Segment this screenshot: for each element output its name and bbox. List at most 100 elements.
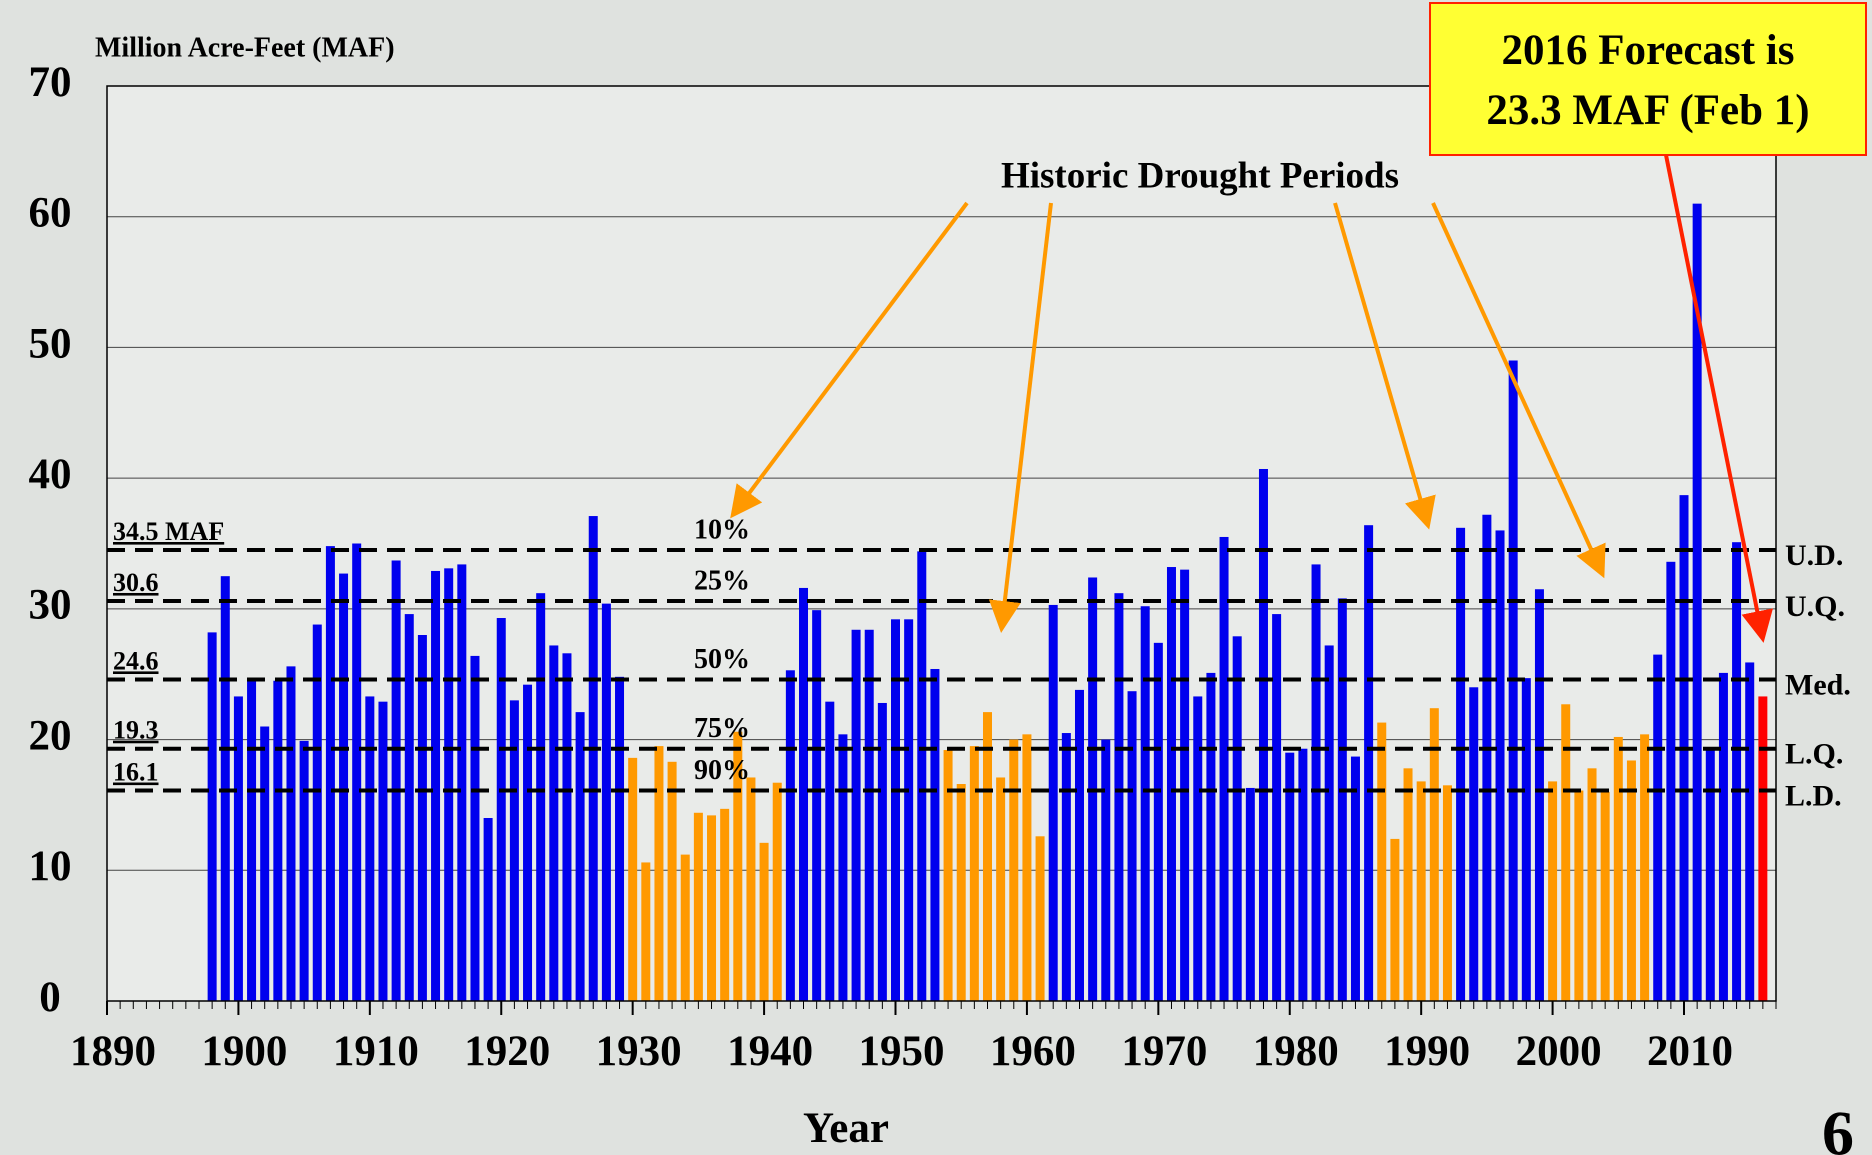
x-tick-label: 1980 [1253,1028,1339,1075]
forecast-arrow [1664,154,1773,643]
bar [772,782,782,1001]
bar [483,818,493,1001]
bar [1429,708,1439,1001]
x-tick-label: 1990 [1384,1028,1470,1075]
bar [1692,203,1702,1002]
bar [1153,642,1163,1001]
bar [628,757,638,1001]
bar [1574,790,1584,1001]
bar [260,726,270,1001]
bar [1456,527,1466,1001]
bar [851,629,861,1001]
forecast-text: 2016 Forecast is [1502,27,1795,74]
bar [825,701,835,1001]
bar [233,696,243,1001]
reference-value-label: 30.6 [113,568,159,597]
bar [339,573,349,1001]
bar [615,676,625,1001]
forecast-text: 23.3 MAF (Feb 1) [1486,87,1809,134]
reference-value-label: 34.5 MAF [113,517,224,546]
bar [391,560,401,1001]
bar [247,678,257,1001]
bar [207,632,217,1001]
bar [523,684,533,1001]
bar [1298,748,1308,1001]
bar [1219,536,1229,1001]
bar [1758,696,1768,1001]
bar [1101,739,1111,1001]
bar [575,712,585,1001]
bar [536,593,546,1001]
bar [1561,704,1571,1001]
reference-percent-label: 75% [694,713,750,744]
y-tick-label: 20 [29,712,72,759]
bar [312,624,322,1001]
bar [641,862,651,1001]
bar [457,564,467,1001]
bar [996,777,1006,1001]
bar [759,842,769,1001]
bar [1469,687,1479,1001]
bar [470,655,480,1001]
bar [1180,569,1190,1001]
bar [1653,654,1663,1001]
bar [930,668,940,1001]
bar [1416,781,1426,1001]
bar [1442,785,1452,1001]
bar [352,543,362,1001]
bar [1482,514,1492,1001]
bar [785,670,795,1001]
reference-percent-label: 90% [694,755,750,786]
x-tick-label: 2000 [1516,1028,1602,1075]
x-tick-label: 1900 [201,1028,287,1075]
x-tick-label: 1890 [70,1028,156,1075]
page-number: 6 [1822,1098,1854,1155]
bar [365,696,375,1001]
reference-percent-label: 25% [694,565,750,596]
bar [654,746,664,1001]
bar [1705,747,1715,1001]
bar [812,610,822,1001]
bar [1600,791,1610,1001]
bar [601,603,611,1001]
bar [799,587,809,1001]
arrow [1333,202,1436,530]
bar [273,680,283,1001]
reference-value-label: 16.1 [113,758,159,787]
forecast-box [1429,2,1867,156]
bar [1732,542,1742,1001]
bar [417,635,427,1001]
bar [286,666,296,1001]
bar [325,546,335,1001]
bar [1666,561,1676,1001]
bar [1022,734,1032,1001]
bar [1140,606,1150,1001]
bar [1521,678,1531,1001]
bar [1534,589,1544,1001]
bar [1403,768,1413,1001]
y-tick-label: 70 [29,59,72,106]
arrow [988,202,1053,633]
bar [693,812,703,1001]
bar [1390,838,1400,1001]
bar [667,761,677,1001]
drought-annotation: Historic Drought Periods [1001,155,1399,196]
bar [1745,662,1755,1001]
bar [1548,781,1558,1001]
bar [404,614,414,1001]
bar [509,700,519,1001]
bar [1377,722,1387,1001]
bar [1718,672,1728,1001]
bar [877,702,887,1001]
bar [969,746,979,1001]
bar [1337,598,1347,1001]
reference-name-label: U.Q. [1785,590,1845,623]
bar [431,570,441,1001]
bar [1127,691,1137,1001]
x-tick-label: 1960 [990,1028,1076,1075]
bar [733,731,743,1001]
bar [1626,760,1636,1001]
bar [680,854,690,1001]
bar [904,619,914,1001]
reference-name-label: Med. [1785,668,1851,701]
